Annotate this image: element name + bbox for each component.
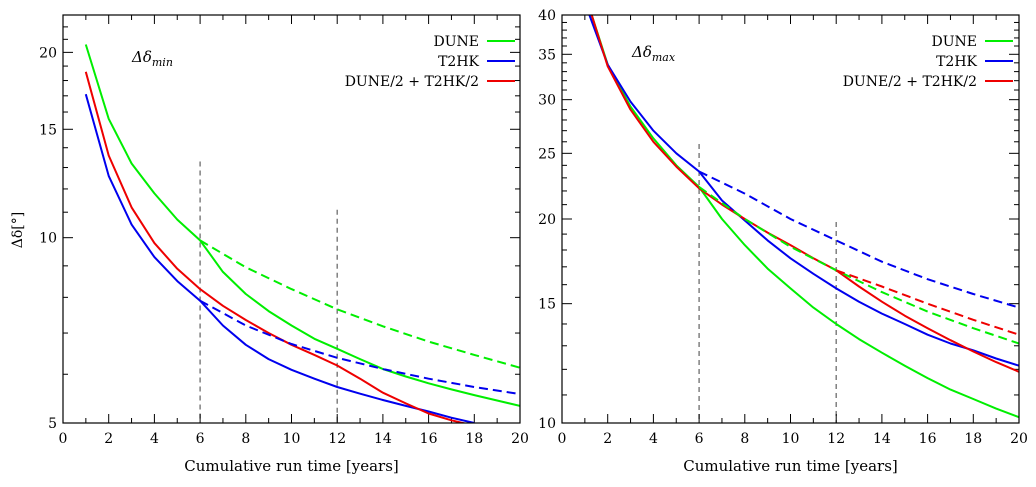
x-tick-label: 18 (465, 431, 483, 447)
legend-entry: T2HK (936, 54, 977, 70)
legend-entry: T2HK (438, 54, 479, 70)
x-tick-label: 12 (827, 431, 845, 447)
x-tick-label: 10 (782, 431, 800, 447)
series-line-dune-2-t2hk-2 (590, 15, 1019, 373)
x-axis-label: Cumulative run time [years] (683, 457, 898, 475)
chart-panel-1: 0 2 4 6 8 10 12 14 16 18 20 5 10 15 20 DUNE T2HK DUNE/2 +… (10, 14, 529, 475)
x-tick-label: 4 (150, 431, 159, 447)
y-tick-label: 30 (538, 93, 556, 109)
x-tick-label: 20 (1010, 431, 1028, 447)
plot-frame (62, 14, 521, 424)
series-line-projection-3 (199, 239, 520, 369)
x-tick-label: 16 (919, 431, 937, 447)
y-tick-label: 35 (538, 47, 556, 63)
y-tick-label: 40 (538, 8, 556, 24)
series-line-dune (84, 44, 520, 407)
x-tick-label: 14 (873, 431, 891, 447)
x-tick-label: 6 (196, 431, 205, 447)
chart-panel-2: 0 2 4 6 8 10 12 14 16 18 20 10 15 20 25 30 35 40 DUNE T2HK D… (538, 8, 1028, 475)
y-tick-label: 10 (39, 231, 57, 247)
x-tick-label: 8 (740, 431, 749, 447)
x-tick-label: 14 (374, 431, 392, 447)
x-tick-label: 12 (328, 431, 346, 447)
legend-entry: DUNE/2 + T2HK/2 (345, 74, 479, 90)
y-tick-label: 10 (538, 416, 556, 432)
x-tick-label: 0 (558, 431, 567, 447)
legend-entry: DUNE/2 + T2HK/2 (843, 74, 977, 90)
series-group (84, 44, 520, 423)
series-line-t2hk (84, 93, 475, 423)
x-tick-label: 16 (420, 431, 438, 447)
x-tick-label: 2 (603, 431, 612, 447)
y-tick-label: 15 (39, 122, 57, 138)
x-axis-label: Cumulative run time [years] (184, 457, 399, 475)
x-tick-label: 4 (649, 431, 658, 447)
y-axis-label: Δδ[°] (10, 212, 26, 248)
y-tick-label: 15 (538, 297, 556, 313)
x-tick-label: 0 (59, 431, 68, 447)
series-line-t2hk (588, 15, 1019, 367)
x-tick-label: 8 (241, 431, 250, 447)
y-tick-label: 20 (538, 212, 556, 228)
x-tick-label: 10 (283, 431, 301, 447)
series-line-projection-3 (698, 186, 1019, 345)
series-line-dune (590, 15, 1019, 419)
y-tick-label: 25 (538, 146, 556, 162)
legend-entry: DUNE (932, 34, 978, 50)
x-tick-label: 2 (104, 431, 113, 447)
plot-frame (561, 14, 1020, 424)
y-tick-label: 5 (48, 416, 57, 432)
series-line-projection-4 (698, 170, 1019, 309)
legend-entry: DUNE (434, 34, 480, 50)
x-tick-label: 18 (964, 431, 982, 447)
panel-annotation: Δδmin (131, 48, 173, 69)
panel-annotation: Δδmax (631, 43, 676, 64)
series-group (588, 15, 1019, 419)
series-line-projection-5 (835, 269, 1019, 336)
y-tick-label: 20 (39, 45, 57, 61)
series-line-dune-2-t2hk-2 (84, 71, 468, 423)
x-tick-label: 20 (511, 431, 529, 447)
x-tick-label: 6 (695, 431, 704, 447)
series-line-projection-4 (199, 299, 520, 396)
